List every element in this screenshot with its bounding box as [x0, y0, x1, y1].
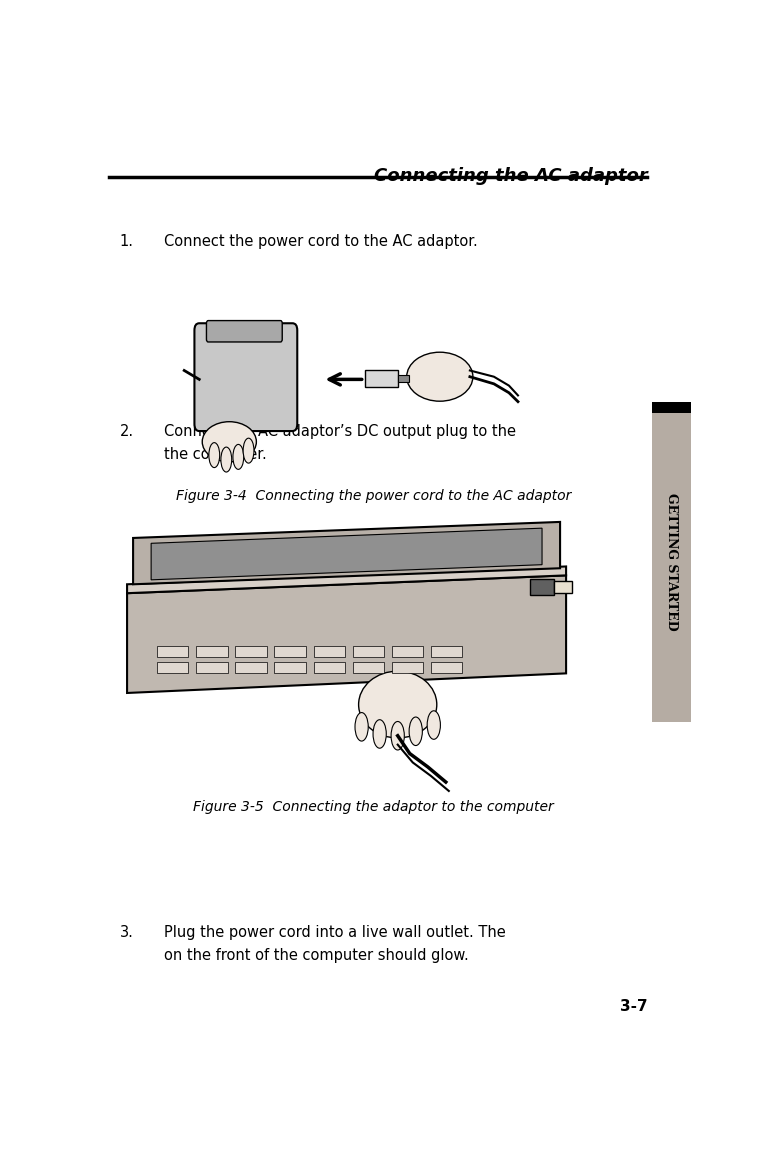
Text: 2.: 2. — [120, 423, 134, 439]
Polygon shape — [133, 522, 560, 584]
Bar — [431, 646, 462, 657]
Text: 3-7: 3-7 — [620, 998, 647, 1014]
Bar — [275, 646, 306, 657]
Text: Plug the power cord into a live wall outlet. The: Plug the power cord into a live wall out… — [165, 924, 511, 939]
Bar — [554, 581, 572, 594]
Bar — [235, 662, 267, 673]
Ellipse shape — [355, 713, 369, 742]
Text: Figure 3-4  Connecting the power cord to the AC adaptor: Figure 3-4 Connecting the power cord to … — [176, 489, 571, 503]
Bar — [652, 401, 691, 413]
Bar — [530, 578, 554, 595]
Bar — [652, 401, 691, 722]
Ellipse shape — [209, 443, 220, 467]
Bar — [352, 646, 384, 657]
Bar — [196, 662, 227, 673]
FancyBboxPatch shape — [206, 320, 282, 342]
FancyBboxPatch shape — [195, 323, 297, 432]
Bar — [392, 646, 423, 657]
Text: on the front of the computer should glow.: on the front of the computer should glow… — [165, 948, 469, 963]
Ellipse shape — [373, 720, 386, 749]
Bar — [196, 646, 227, 657]
Bar — [397, 375, 408, 382]
Bar — [314, 646, 345, 657]
Text: the computer.: the computer. — [165, 447, 267, 462]
Bar — [365, 370, 397, 386]
Polygon shape — [151, 528, 542, 580]
Text: 1.: 1. — [120, 234, 133, 249]
Ellipse shape — [359, 671, 437, 738]
Text: Connect the power cord to the AC adaptor.: Connect the power cord to the AC adaptor… — [165, 234, 478, 249]
Ellipse shape — [391, 722, 404, 750]
Ellipse shape — [427, 710, 441, 739]
Text: Connecting the AC adaptor: Connecting the AC adaptor — [373, 168, 647, 185]
Bar — [157, 662, 189, 673]
Text: Figure 3-5  Connecting the adaptor to the computer: Figure 3-5 Connecting the adaptor to the… — [193, 799, 554, 813]
Polygon shape — [127, 575, 566, 693]
Text: GETTING STARTED: GETTING STARTED — [665, 493, 678, 631]
Bar — [392, 662, 423, 673]
Ellipse shape — [243, 439, 254, 463]
Ellipse shape — [203, 421, 256, 462]
Bar — [275, 662, 306, 673]
Bar — [352, 662, 384, 673]
Ellipse shape — [221, 447, 232, 472]
Bar — [314, 662, 345, 673]
Text: 3.: 3. — [120, 924, 133, 939]
Bar — [157, 646, 189, 657]
Bar — [431, 662, 462, 673]
Ellipse shape — [407, 352, 473, 401]
Ellipse shape — [409, 717, 422, 745]
Ellipse shape — [233, 444, 244, 470]
Text: Connect the AC adaptor’s DC output plug to the: Connect the AC adaptor’s DC output plug … — [165, 423, 521, 439]
Bar — [235, 646, 267, 657]
Polygon shape — [127, 567, 566, 594]
